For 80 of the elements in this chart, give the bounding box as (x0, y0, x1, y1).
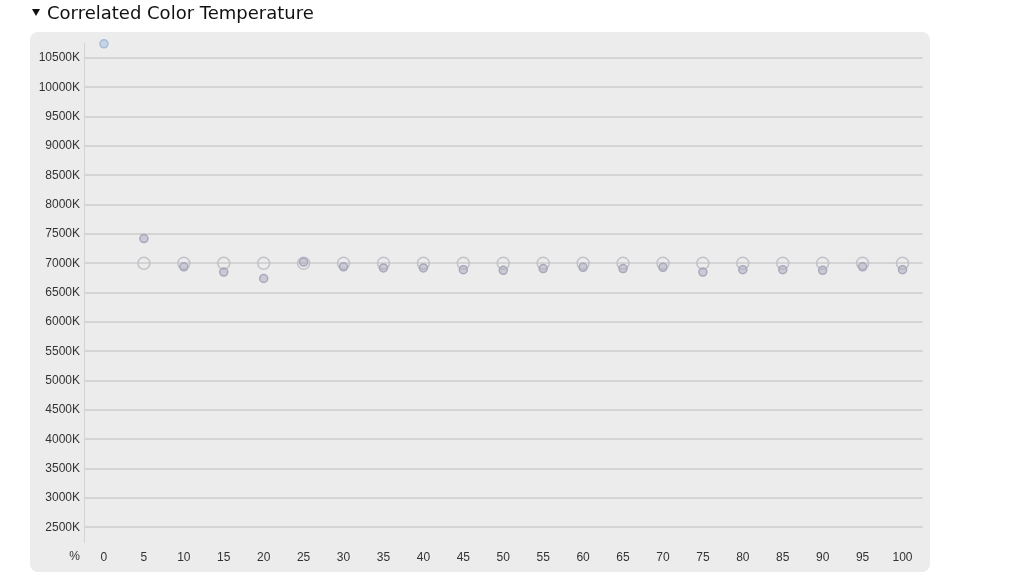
point (536, 256, 550, 271)
y-tick-label: 7500K (45, 226, 80, 241)
point (496, 256, 510, 271)
point (99, 39, 109, 49)
y-tick-label: 3000K (45, 490, 80, 505)
x-tick-label: 15 (217, 549, 231, 564)
chart-title: Correlated Color Temperature (47, 1, 314, 23)
x-tick-label: 100 (892, 549, 913, 564)
point (217, 256, 231, 271)
x-tick-label: 75 (696, 549, 710, 564)
point (139, 233, 149, 244)
y-tick-label: 4000K (45, 431, 80, 446)
x-tick-label: 60 (576, 549, 591, 564)
point (738, 264, 748, 275)
point (416, 256, 431, 271)
point (538, 263, 548, 274)
y-tick-label: 6000K (45, 314, 80, 329)
point (815, 256, 830, 271)
point (855, 256, 870, 271)
point (897, 264, 908, 275)
x-tick-label: 85 (776, 549, 790, 564)
y-tick-label: 6500K (45, 284, 80, 299)
x-tick-label: 65 (616, 549, 631, 564)
y-tick-label: 5500K (45, 343, 80, 358)
y-tick-label: 4500K (45, 402, 80, 417)
point (456, 256, 471, 271)
x-tick-label: 45 (456, 549, 471, 564)
x-tick-label: 70 (656, 549, 670, 564)
x-tick-label: 30 (336, 549, 351, 564)
x-tick-label: 95 (855, 549, 870, 564)
point (578, 262, 588, 273)
point (458, 264, 469, 275)
point (378, 263, 389, 273)
point (179, 262, 189, 272)
point (296, 256, 311, 271)
point (576, 256, 590, 271)
x-tick-label: 5 (140, 549, 148, 564)
y-tick-label: 9500K (45, 108, 80, 123)
point (498, 265, 508, 276)
point (778, 264, 788, 275)
point (177, 256, 191, 271)
x-tick-label: 90 (816, 549, 830, 564)
point (817, 265, 828, 276)
y-tick-label: 9000K (45, 138, 80, 153)
y-tick-label: 3500K (45, 460, 80, 475)
y-tick-label: 7000K (45, 255, 80, 270)
x-tick-label: 55 (536, 549, 551, 564)
point (336, 256, 351, 271)
y-tick-label: 10500K (38, 50, 80, 65)
y-tick-label: 5000K (45, 372, 80, 387)
y-tick-label: 2500K (45, 519, 80, 534)
point (618, 263, 628, 274)
point (895, 256, 910, 271)
y-tick-label: 8500K (45, 167, 80, 182)
point (656, 256, 670, 271)
x-tick-label: 50 (496, 549, 511, 564)
point (736, 256, 750, 271)
x-tick-label: 20 (257, 549, 271, 564)
point (418, 263, 429, 273)
x-tick-label: 25 (296, 549, 311, 564)
point (658, 262, 668, 273)
point (698, 267, 708, 277)
x-tick-label: 40 (416, 549, 431, 564)
point (616, 256, 630, 271)
x-tick-label: 80 (736, 549, 750, 564)
x-tick-label: 10 (177, 549, 191, 564)
point (258, 273, 269, 284)
x-tick-label: 0 (100, 549, 108, 564)
point (338, 262, 349, 272)
point (776, 256, 790, 271)
y-tick-label: 8000K (45, 196, 80, 211)
point (219, 267, 229, 277)
point (376, 256, 391, 271)
x-axis-title: % (69, 549, 81, 564)
point (857, 262, 868, 272)
point (696, 256, 710, 271)
x-tick-label: 35 (376, 549, 391, 564)
y-tick-label: 10000K (38, 79, 80, 94)
point (137, 256, 151, 271)
point (256, 256, 271, 271)
